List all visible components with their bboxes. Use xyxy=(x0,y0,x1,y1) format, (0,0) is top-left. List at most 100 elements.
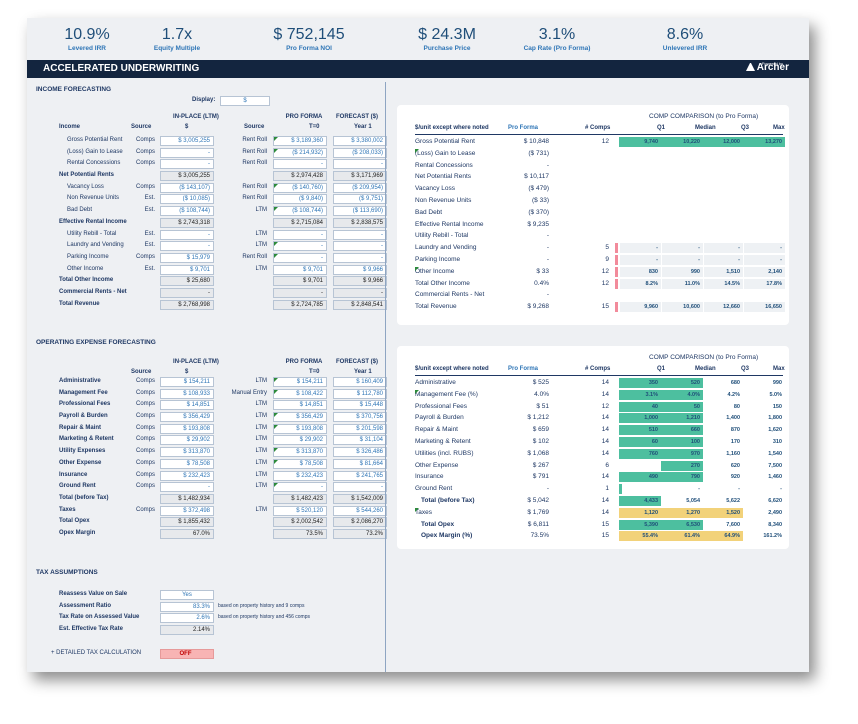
detailed-tax-toggle[interactable]: OFF xyxy=(160,649,214,659)
opex-inplace-cell[interactable]: $ 154,211 xyxy=(160,377,214,387)
opex-proforma-cell[interactable]: - xyxy=(273,482,327,493)
opex-inplace-cell[interactable]: $ 29,902 xyxy=(160,435,214,446)
income-proforma-cell[interactable]: ($ 140,760) xyxy=(273,182,327,193)
opex-forecast-cell[interactable]: $ 544,260 xyxy=(333,505,387,516)
comp2-q3-cell: 680 xyxy=(730,380,740,386)
opex-forecast-cell[interactable]: $ 160,409 xyxy=(333,377,387,387)
opex-proforma-cell[interactable]: $ 232,423 xyxy=(273,470,327,481)
income-inplace-cell[interactable]: ($ 10,085) xyxy=(160,194,214,205)
tax-value-cell[interactable]: 2.6% xyxy=(160,613,214,624)
opex-proforma-cell[interactable]: $ 520,120 xyxy=(273,505,327,516)
opex-row-label: Marketing & Retent xyxy=(59,436,114,443)
tax-row: Tax Rate on Assessed Value 2.6% based on p… xyxy=(27,613,385,625)
opex-forecast-cell[interactable]: $ 326,486 xyxy=(333,447,387,458)
opex-proforma-cell[interactable]: $ 193,808 xyxy=(273,423,327,434)
income-forecast-cell[interactable]: ($ 9,751) xyxy=(333,194,387,205)
income-forecast-cell[interactable]: - xyxy=(333,252,387,263)
income-inplace-cell[interactable]: - xyxy=(160,241,214,252)
metric-4: 3.1% Cap Rate (Pro Forma) xyxy=(497,26,617,52)
income-row-label: Utility Rebill - Total xyxy=(67,230,117,237)
income-inplace-cell[interactable]: ($ 108,744) xyxy=(160,206,214,217)
income-forecast-cell[interactable]: ($ 209,954) xyxy=(333,182,387,193)
opex-forecast-cell[interactable]: $ 15,448 xyxy=(333,400,387,411)
opex-inplace-cell[interactable]: $ 14,851 xyxy=(160,400,214,411)
comp1-row-label: Other Income xyxy=(415,267,455,275)
income-forecast-cell[interactable]: ($ 113,690) xyxy=(333,206,387,217)
comp1-q1-cell xyxy=(619,172,661,182)
opex-inplace-cell[interactable]: $ 193,808 xyxy=(160,423,214,434)
income-proforma-cell[interactable]: ($ 9,840) xyxy=(273,194,327,205)
comp2-row: Marketing & Retent $ 102 14 60 100 170 310 xyxy=(397,437,789,449)
income-inplace-cell[interactable]: - xyxy=(160,229,214,240)
opex-inplace-cell[interactable]: $ 78,508 xyxy=(160,458,214,469)
opex-proforma-cell[interactable]: $ 313,870 xyxy=(273,447,327,458)
income-row-label: Effective Rental Income xyxy=(59,218,127,225)
banner-title: ACCELERATED UNDERWRITING xyxy=(43,63,200,74)
comp2-q3-cell: 1,160 xyxy=(726,450,740,457)
income-forecast-cell[interactable]: ($ 208,033) xyxy=(333,147,387,158)
income-forecast-cell[interactable]: - xyxy=(333,159,387,170)
opex-forecast-cell[interactable]: $ 81,664 xyxy=(333,458,387,469)
opex-row-source: Comps xyxy=(135,378,155,384)
income-inplace-cell[interactable]: $ 9,701 xyxy=(160,264,214,275)
tax-value-cell[interactable]: 83.3% xyxy=(160,601,214,612)
income-proforma-cell[interactable]: - xyxy=(273,241,327,252)
income-inplace-cell[interactable]: $ 3,005,255 xyxy=(160,136,214,146)
income-proforma-cell[interactable]: $ 3,189,360 xyxy=(273,136,327,146)
opex-proforma-cell[interactable]: $ 108,422 xyxy=(273,388,327,399)
opex-proforma-cell[interactable]: $ 78,508 xyxy=(273,458,327,469)
comp1-max-cell: 17.8% xyxy=(743,278,785,289)
income-forecast-cell[interactable]: - xyxy=(333,229,387,240)
income-forecast-cell[interactable]: $ 9,966 xyxy=(333,264,387,275)
income-inplace-cell[interactable]: - xyxy=(160,159,214,170)
banner: ACCELERATED UNDERWRITING Powered by Arch… xyxy=(27,60,809,78)
comp2-row-comps: 14 xyxy=(601,473,609,481)
vertical-divider xyxy=(385,82,386,672)
income-row-source: Est. xyxy=(144,207,155,214)
opex-inplace-cell[interactable]: $ 372,498 xyxy=(160,505,214,516)
comp2-q1-cell: 3.1% xyxy=(619,389,661,400)
income-inplace-cell[interactable]: ($ 143,107) xyxy=(160,182,214,193)
opex-proforma-cell[interactable]: $ 14,851 xyxy=(273,400,327,411)
opex-inplace-cell[interactable]: $ 356,429 xyxy=(160,412,214,423)
income-inplace-cell[interactable]: $ 15,979 xyxy=(160,252,214,263)
opex-forecast-cell[interactable]: $ 31,104 xyxy=(333,435,387,446)
comp2-row: Payroll & Burden $ 1,212 14 1,000 1,210 1,400… xyxy=(397,413,789,425)
opex-forecast-cell[interactable]: $ 370,756 xyxy=(333,412,387,423)
income-proforma-cell[interactable]: - xyxy=(273,252,327,263)
opex-forecast-cell[interactable]: - xyxy=(333,482,387,493)
income-forecast-cell: - xyxy=(333,287,387,298)
opex-forecast-cell[interactable]: $ 112,780 xyxy=(333,388,387,399)
income-proforma-cell: $ 9,701 xyxy=(273,276,327,287)
income-proforma-cell[interactable]: ($ 108,744) xyxy=(273,206,327,217)
income-proforma-cell[interactable]: $ 9,701 xyxy=(273,264,327,275)
opex-proforma-cell[interactable]: $ 356,429 xyxy=(273,412,327,423)
income-inplace-cell[interactable]: - xyxy=(160,147,214,158)
comp2-row: Administrative $ 525 14 350 520 680 990 xyxy=(397,378,789,390)
opex-row-label: Taxes xyxy=(59,506,76,513)
opex-inplace-cell[interactable]: $ 108,933 xyxy=(160,388,214,399)
comp2-q1-cell: 55.4% xyxy=(619,531,661,542)
income-forecast-cell[interactable]: $ 3,380,002 xyxy=(333,136,387,146)
income-proforma-cell[interactable]: - xyxy=(273,159,327,170)
opex-proforma-cell[interactable]: $ 154,211 xyxy=(273,377,327,387)
metric-1: 1.7x Equity Multiple xyxy=(117,26,237,52)
comp1-row: Bad Debt ($ 370) xyxy=(397,208,789,220)
comp2-row-label: Total Opex xyxy=(421,520,455,528)
income-row-label: Vacancy Loss xyxy=(67,183,104,190)
comp2-med-cell: 61.4% xyxy=(661,531,703,542)
income-proforma-cell[interactable]: ($ 214,932) xyxy=(273,147,327,158)
tax-value-cell[interactable]: Yes xyxy=(160,590,214,600)
display-select[interactable]: $ xyxy=(220,96,270,106)
opex-inplace-cell[interactable]: $ 232,423 xyxy=(160,470,214,481)
comp2-row-comps: 12 xyxy=(601,402,609,410)
income-forecast-cell[interactable]: - xyxy=(333,241,387,252)
opex-forecast-cell[interactable]: $ 201,598 xyxy=(333,423,387,434)
opex-proforma-cell[interactable]: $ 29,902 xyxy=(273,435,327,446)
comp2-med-cell: 970 xyxy=(661,448,703,459)
opex-inplace-cell[interactable]: - xyxy=(160,482,214,493)
opex-inplace-cell[interactable]: $ 313,870 xyxy=(160,447,214,458)
income-proforma-cell[interactable]: - xyxy=(273,229,327,240)
comp2-row-label: Management Fee (%) xyxy=(415,390,478,398)
opex-forecast-cell[interactable]: $ 241,765 xyxy=(333,470,387,481)
